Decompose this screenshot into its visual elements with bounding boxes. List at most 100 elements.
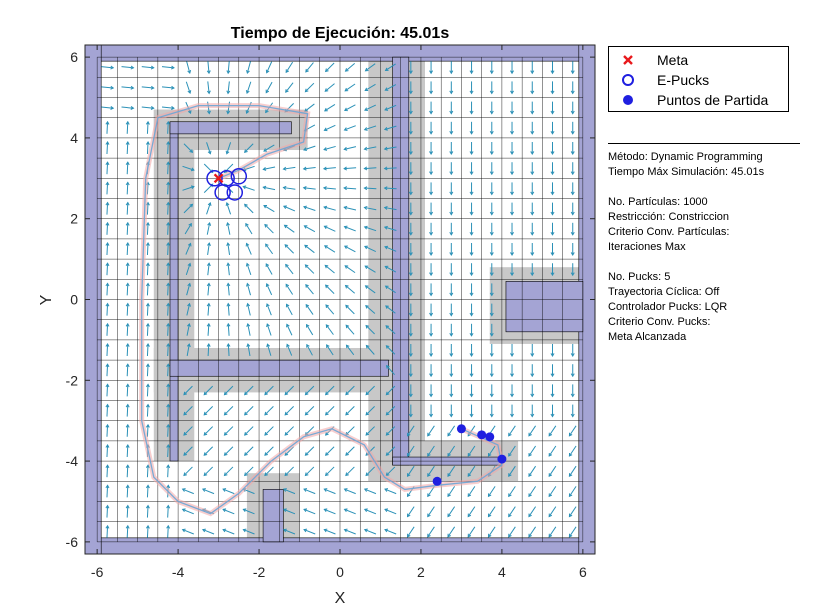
- vector-arrowhead: [105, 302, 110, 307]
- vector-arrowhead: [226, 282, 231, 287]
- vector-arrowhead: [145, 262, 150, 267]
- legend-item-meta: Meta: [617, 50, 688, 70]
- vector-arrow: [303, 187, 316, 190]
- vector-arrow: [286, 344, 293, 356]
- vector-arrowhead: [226, 221, 230, 226]
- vector-arrow: [207, 263, 210, 276]
- y-tick-label: -4: [66, 453, 79, 469]
- vector-arrowhead: [222, 528, 227, 533]
- vector-arrow: [167, 162, 169, 175]
- vector-arrow: [207, 343, 210, 357]
- x-tick-label: -6: [91, 564, 104, 580]
- vector-arrowhead: [246, 322, 251, 327]
- vector-arrowhead: [166, 161, 171, 166]
- vector-arrowhead: [345, 411, 349, 416]
- vector-arrowhead: [384, 87, 389, 91]
- vector-arrowhead: [264, 432, 268, 436]
- vector-arrowhead: [166, 221, 171, 226]
- vector-arrow: [385, 305, 396, 314]
- vector-arrow: [183, 405, 193, 416]
- info-line: Método: Dynamic Programming: [608, 151, 763, 163]
- vector-arrow: [324, 529, 336, 535]
- vector-arrow: [183, 385, 193, 395]
- vector-arrow: [203, 426, 214, 436]
- vector-arrow: [365, 466, 375, 476]
- vector-arrow: [364, 529, 377, 535]
- vector-arrowhead: [548, 432, 553, 437]
- vector-arrowhead: [285, 69, 290, 74]
- vector-arrowhead: [469, 413, 474, 418]
- vector-arrow: [447, 486, 456, 497]
- vector-arrowhead: [303, 488, 308, 492]
- vector-arrowhead: [429, 191, 434, 196]
- vector-arrow: [106, 465, 109, 478]
- vector-arrowhead: [383, 146, 388, 151]
- vector-arrowhead: [244, 391, 248, 396]
- vector-arrowhead: [408, 191, 413, 196]
- vector-arrow: [427, 526, 435, 538]
- vector-arrow: [264, 224, 274, 234]
- vector-arrowhead: [469, 353, 474, 357]
- vector-arrow: [407, 425, 415, 437]
- vector-arrowhead: [570, 110, 575, 115]
- vector-arrow: [244, 446, 254, 456]
- vector-arrow: [126, 283, 129, 296]
- vector-arrowhead: [105, 403, 110, 408]
- vector-arrow: [146, 222, 149, 235]
- vector-arrowhead: [265, 283, 270, 287]
- trajectories: [139, 103, 505, 517]
- vector-arrow: [186, 323, 190, 336]
- vector-arrow: [365, 325, 375, 335]
- vector-arrowhead: [125, 484, 130, 489]
- vector-arrow: [266, 303, 272, 316]
- vector-arrowhead: [510, 151, 514, 155]
- vector-arrow: [146, 283, 149, 296]
- vector-arrow: [548, 425, 557, 437]
- vector-arrow: [548, 465, 557, 477]
- vector-arrow: [384, 207, 397, 211]
- vector-arrow: [548, 445, 557, 457]
- vector-arrow: [384, 529, 397, 535]
- vector-arrow: [182, 488, 194, 495]
- vector-arrowhead: [166, 464, 171, 469]
- vector-arrowhead: [166, 201, 171, 206]
- vector-arrowhead: [510, 393, 514, 398]
- vector-arrowhead: [264, 411, 268, 416]
- vector-arrow: [106, 384, 109, 397]
- vector-arrow: [224, 426, 234, 436]
- vector-arrow: [265, 243, 274, 255]
- vector-arrowhead: [363, 166, 368, 171]
- vector-arrow: [226, 202, 232, 215]
- vector-arrow: [305, 405, 315, 416]
- vector-arrow: [263, 186, 276, 191]
- vector-arrow: [146, 343, 149, 357]
- vector-arrow: [548, 506, 557, 517]
- vector-arrow: [385, 265, 397, 273]
- vector-arrowhead: [408, 373, 413, 378]
- vector-arrowhead: [384, 245, 389, 250]
- vector-arrow: [266, 344, 272, 356]
- vector-arrowhead: [125, 504, 130, 509]
- vector-arrow: [284, 405, 295, 416]
- vector-arrowhead: [570, 231, 575, 236]
- vector-arrowhead: [570, 272, 575, 277]
- vector-arrow: [167, 444, 169, 458]
- vector-arrowhead: [125, 221, 130, 226]
- vector-arrow: [447, 526, 456, 538]
- vector-arrowhead: [105, 504, 110, 509]
- vector-arrowhead: [245, 242, 250, 247]
- vector-arrowhead: [105, 181, 110, 186]
- vector-arrowhead: [322, 186, 327, 191]
- vector-arrow: [207, 81, 210, 94]
- vector-arrow: [508, 445, 516, 457]
- vector-arrowhead: [570, 191, 575, 196]
- vector-arrowhead: [323, 508, 328, 513]
- legend-item-epucks: E-Pucks: [617, 70, 709, 90]
- vector-arrowhead: [385, 391, 390, 396]
- vector-arrowhead: [206, 90, 211, 95]
- vector-arrowhead: [467, 493, 472, 498]
- vector-arrowhead: [550, 191, 555, 196]
- vector-arrowhead: [447, 533, 451, 538]
- vector-arrowhead: [282, 185, 287, 190]
- vector-arrowhead: [364, 107, 368, 111]
